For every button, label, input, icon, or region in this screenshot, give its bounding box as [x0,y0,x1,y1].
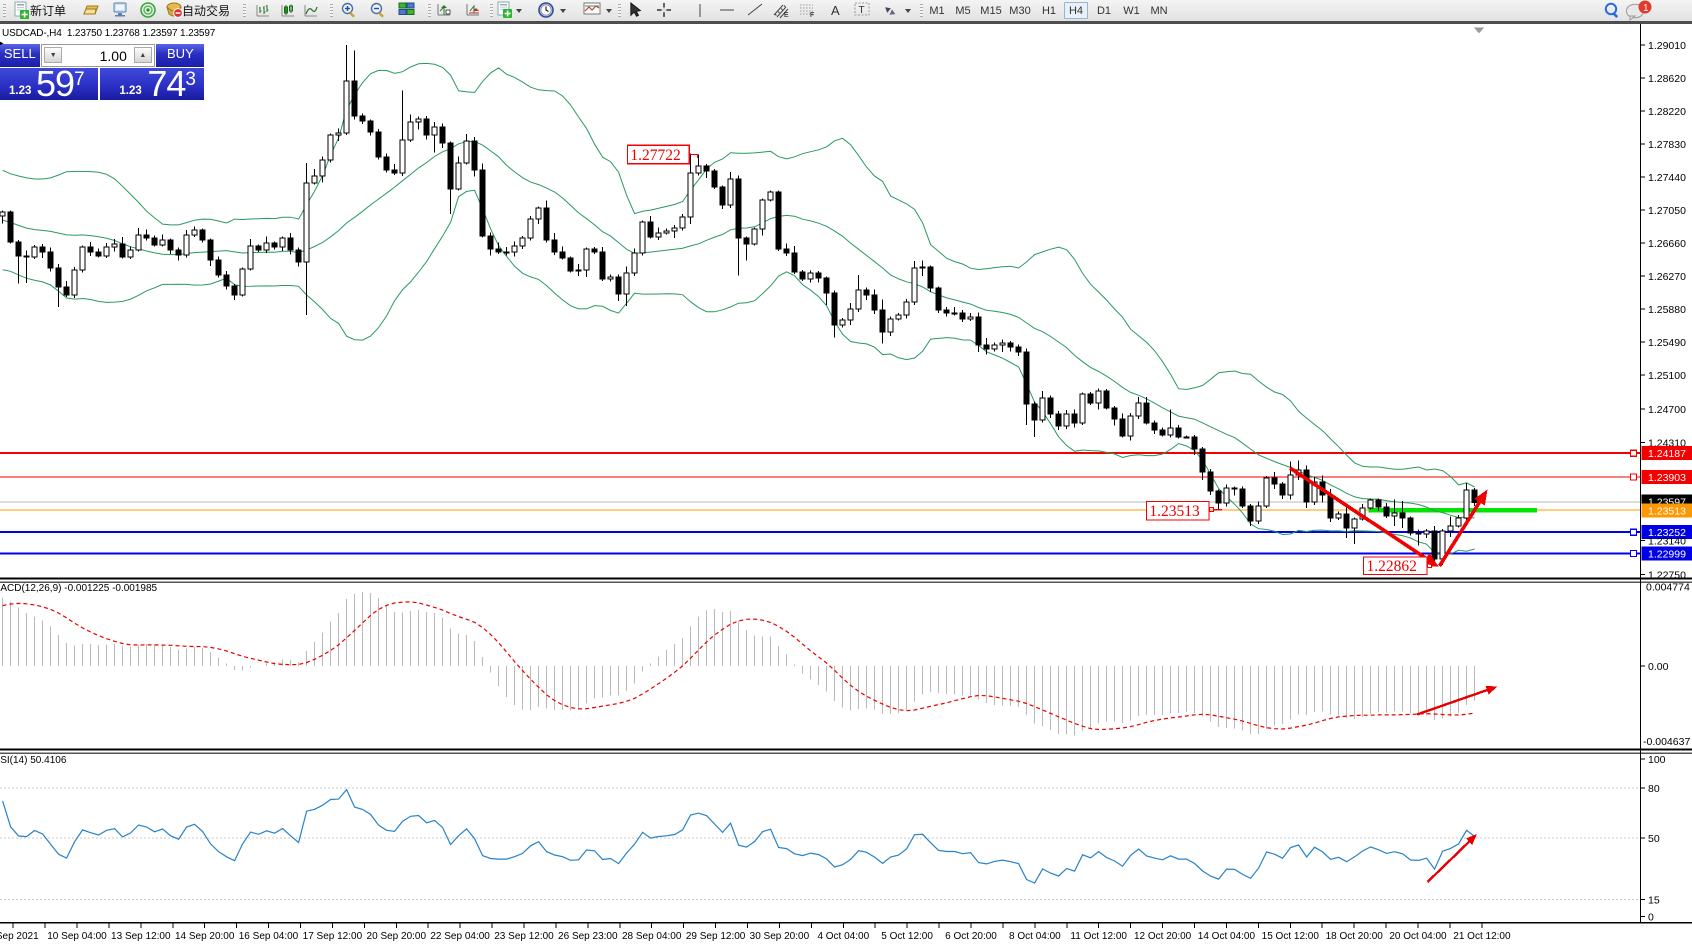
svg-text:-0.004637: -0.004637 [1643,736,1690,748]
svg-text:1.24187: 1.24187 [1648,448,1686,460]
svg-text:0.00: 0.00 [1648,661,1669,673]
svg-text:1: 1 [1643,3,1649,14]
svg-text:21 Oct 12:00: 21 Oct 12:00 [1453,931,1511,942]
svg-text:10 Sep 04:00: 10 Sep 04:00 [47,931,107,942]
svg-text:13 Sep 12:00: 13 Sep 12:00 [111,931,171,942]
svg-text:20 Oct 04:00: 20 Oct 04:00 [1389,931,1447,942]
svg-text:18 Oct 20:00: 18 Oct 20:00 [1326,931,1384,942]
svg-text:23 Sep 12:00: 23 Sep 12:00 [494,931,554,942]
svg-text:1.24700: 1.24700 [1648,404,1686,416]
svg-text:11 Oct 12:00: 11 Oct 12:00 [1070,931,1127,942]
svg-text:1.25100: 1.25100 [1648,370,1686,382]
svg-text:1.25490: 1.25490 [1648,337,1686,349]
svg-text:15 Oct 12:00: 15 Oct 12:00 [1262,931,1320,942]
svg-text:1.23513: 1.23513 [1149,503,1200,520]
svg-text:100: 100 [1648,754,1666,766]
svg-text:1.23513: 1.23513 [1648,505,1686,517]
svg-text:30 Sep 20:00: 30 Sep 20:00 [750,931,810,942]
svg-text:9 Sep 2021: 9 Sep 2021 [0,931,39,942]
svg-text:A: A [831,3,840,18]
svg-text:80: 80 [1648,783,1660,795]
svg-text:1.23903: 1.23903 [1648,472,1686,484]
svg-text:1.23252: 1.23252 [1648,527,1686,539]
svg-text:1.22750: 1.22750 [1648,570,1686,582]
svg-text:22 Sep 04:00: 22 Sep 04:00 [430,931,490,942]
svg-text:1.27830: 1.27830 [1648,139,1686,151]
svg-text:MACD(12,26,9) -0.001225 -0.001: MACD(12,26,9) -0.001225 -0.001985 [0,583,158,594]
svg-text:1.23140: 1.23140 [1648,535,1686,547]
svg-text:1.26270: 1.26270 [1648,271,1686,283]
svg-text:6 Oct 20:00: 6 Oct 20:00 [945,931,997,942]
svg-text:F: F [810,12,814,19]
svg-text:1.27050: 1.27050 [1648,205,1686,217]
svg-text:14 Sep 20:00: 14 Sep 20:00 [175,931,235,942]
svg-text:1.26660: 1.26660 [1648,238,1686,250]
svg-text:1.27440: 1.27440 [1648,172,1686,184]
svg-text:T: T [859,5,865,16]
svg-text:28 Sep 04:00: 28 Sep 04:00 [622,931,682,942]
svg-text:1.28620: 1.28620 [1648,73,1686,85]
svg-text:E: E [784,12,789,19]
svg-text:29 Sep 12:00: 29 Sep 12:00 [686,931,746,942]
svg-text:4 Oct 04:00: 4 Oct 04:00 [817,931,869,942]
svg-text:20 Sep 20:00: 20 Sep 20:00 [367,931,427,942]
svg-text:1.28220: 1.28220 [1648,106,1686,118]
svg-text:12 Oct 20:00: 12 Oct 20:00 [1134,931,1192,942]
svg-text:1.27722: 1.27722 [630,147,680,164]
svg-text:0.004774: 0.004774 [1646,582,1690,594]
svg-text:1.22999: 1.22999 [1648,549,1686,561]
svg-text:RSI(14) 50.4106: RSI(14) 50.4106 [0,755,67,766]
svg-text:8 Oct 04:00: 8 Oct 04:00 [1009,931,1061,942]
svg-text:14 Oct 04:00: 14 Oct 04:00 [1198,931,1256,942]
svg-text:16 Sep 04:00: 16 Sep 04:00 [239,931,299,942]
svg-text:5 Oct 12:00: 5 Oct 12:00 [881,931,933,942]
svg-text:0: 0 [1648,912,1654,924]
svg-text:1.25880: 1.25880 [1648,304,1686,316]
svg-text:17 Sep 12:00: 17 Sep 12:00 [303,931,363,942]
svg-text:1.22862: 1.22862 [1367,558,1417,575]
svg-text:50: 50 [1648,833,1660,845]
svg-text:1.29010: 1.29010 [1648,40,1686,52]
svg-text:26 Sep 23:00: 26 Sep 23:00 [558,931,618,942]
svg-text:15: 15 [1648,895,1660,907]
